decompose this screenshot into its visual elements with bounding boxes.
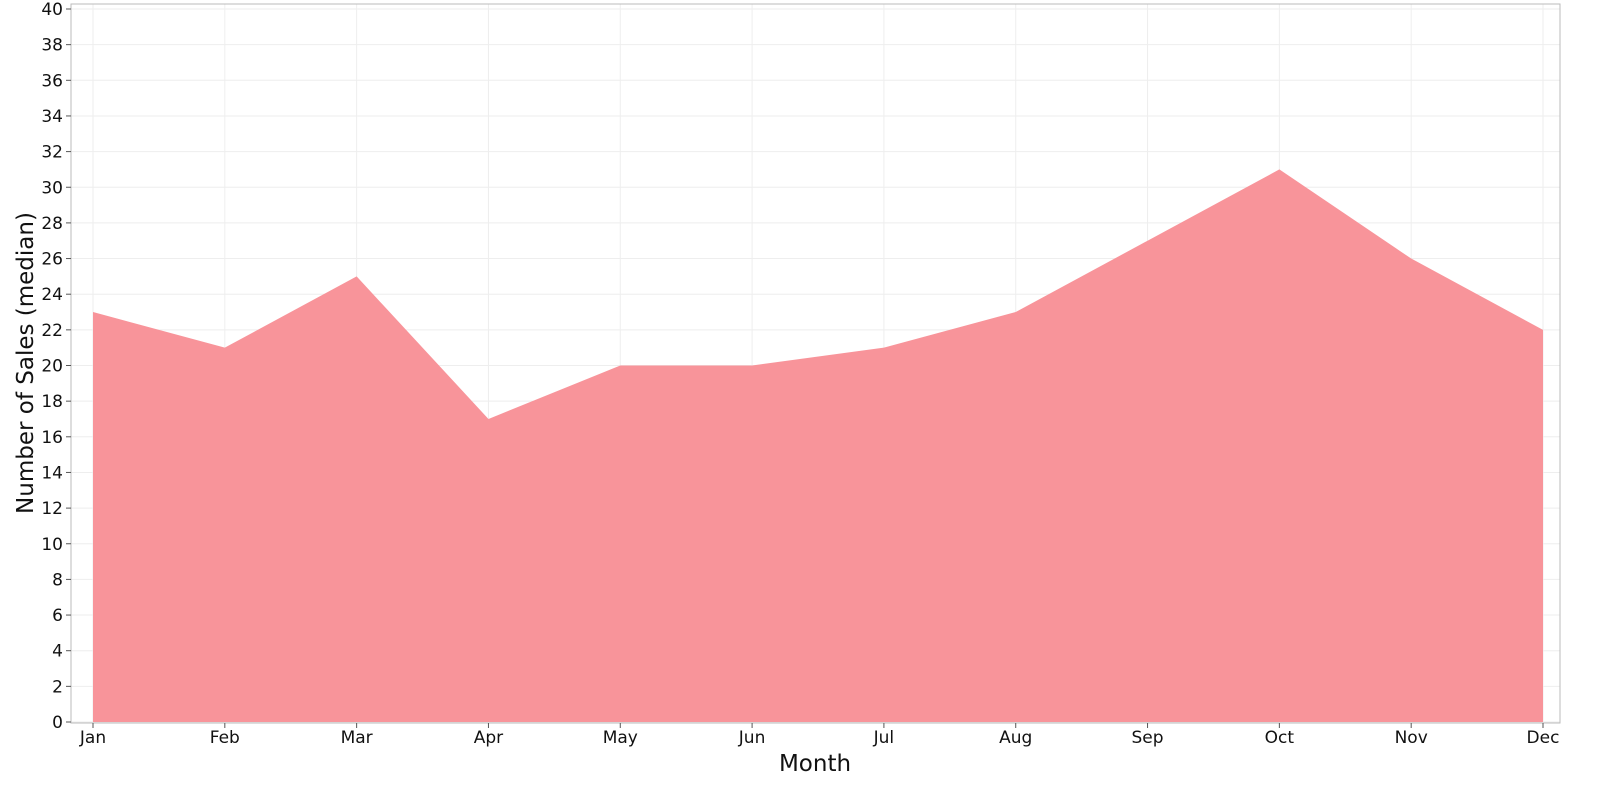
y-tick-label: 38 — [41, 36, 63, 56]
y-tick-label: 22 — [41, 321, 63, 341]
x-tick-label: Mar — [341, 728, 373, 748]
y-tick-label: 14 — [41, 463, 63, 483]
x-tick-label: Sep — [1132, 728, 1164, 748]
y-tick-label: 40 — [41, 0, 63, 20]
y-tick-label: 8 — [52, 570, 63, 590]
area-layer — [92, 169, 1544, 723]
plot-frame — [70, 3, 1561, 724]
y-tick-label: 10 — [41, 535, 63, 555]
y-tick-label: 2 — [52, 677, 63, 697]
x-axis-ticks: Jan Feb Mar Apr May Jun Jul Aug Sep Oct Nov Dec — [79, 723, 1560, 748]
x-tick-label: Dec — [1527, 728, 1560, 748]
x-tick-label: Apr — [474, 728, 503, 748]
y-tick-label: 30 — [41, 178, 63, 198]
y-tick-label: 26 — [41, 250, 63, 270]
x-tick-label: May — [603, 728, 638, 748]
y-tick-label: 32 — [41, 143, 63, 163]
y-tick-label: 12 — [41, 499, 63, 519]
y-tick-label: 34 — [41, 107, 63, 127]
y-tick-label: 20 — [41, 357, 63, 377]
x-tick-label: Oct — [1265, 728, 1295, 748]
y-tick-label: 6 — [52, 606, 63, 626]
y-tick-label: 24 — [41, 285, 63, 305]
x-tick-label: Feb — [210, 728, 240, 748]
x-axis-title: Month — [779, 751, 851, 777]
y-tick-label: 28 — [41, 214, 63, 234]
x-tick-label: Jul — [873, 728, 895, 748]
y-tick-label: 36 — [41, 71, 63, 91]
y-tick-label: 4 — [52, 642, 63, 662]
x-tick-label: Jun — [738, 728, 766, 748]
y-tick-label: 0 — [52, 713, 63, 733]
y-axis-title: Number of Sales (median) — [13, 212, 39, 514]
x-tick-label: Jan — [79, 728, 106, 748]
x-tick-label: Nov — [1395, 728, 1428, 748]
y-tick-label: 16 — [41, 428, 63, 448]
y-tick-label: 18 — [41, 392, 63, 412]
x-tick-label: Aug — [999, 728, 1032, 748]
plot-border — [70, 3, 1561, 724]
area-series — [93, 169, 1543, 723]
